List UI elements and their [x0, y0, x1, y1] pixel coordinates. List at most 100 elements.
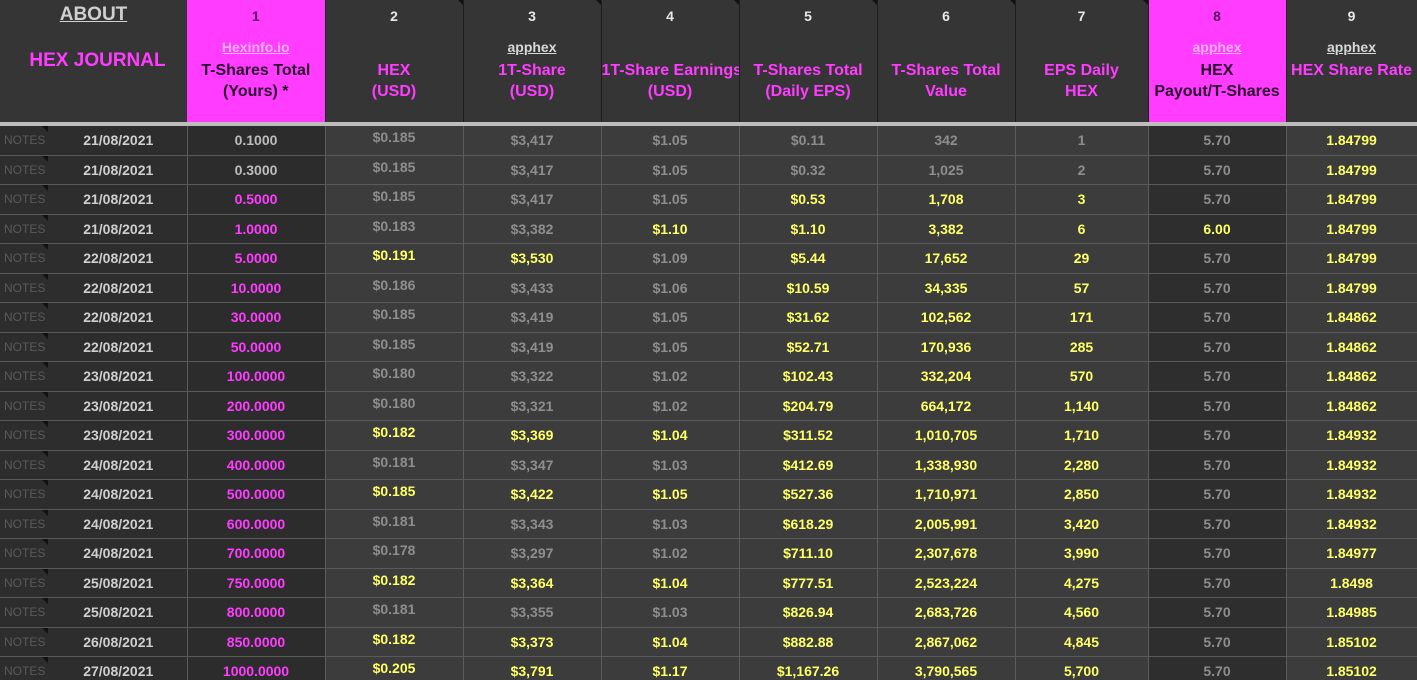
t-share-earnings-cell[interactable]: $1.04	[601, 568, 740, 598]
daily-eps-cell[interactable]: $102.43	[739, 361, 878, 392]
eps-daily-hex-cell[interactable]: 171	[1015, 302, 1149, 333]
t-share-earnings-cell[interactable]: $1.10	[601, 214, 740, 244]
t-share-earnings-cell[interactable]: $1.04	[601, 420, 740, 451]
t-share-earnings-cell[interactable]: $1.02	[601, 361, 740, 392]
t-shares-cell[interactable]: 850.0000	[187, 627, 326, 657]
total-value-cell[interactable]: 3,382	[877, 214, 1016, 244]
daily-eps-cell[interactable]: $0.53	[739, 184, 878, 215]
t-share-usd-cell[interactable]: $3,417	[463, 155, 602, 185]
t-shares-cell[interactable]: 1000.0000	[187, 656, 326, 680]
t-shares-cell[interactable]: 400.0000	[187, 450, 326, 480]
column-source-link[interactable]: apphex	[1192, 39, 1242, 55]
date-cell[interactable]: 25/08/2021	[50, 597, 188, 628]
daily-eps-cell[interactable]: $5.44	[739, 243, 878, 274]
column-source-link[interactable]: apphex	[507, 39, 557, 55]
notes-cell[interactable]: NOTES	[0, 450, 50, 480]
share-rate-cell[interactable]: 1.84862	[1286, 332, 1417, 362]
eps-daily-hex-cell[interactable]: 5,700	[1015, 656, 1149, 680]
total-value-cell[interactable]: 664,172	[877, 391, 1016, 421]
daily-eps-cell[interactable]: $311.52	[739, 420, 878, 451]
date-cell[interactable]: 24/08/2021	[50, 509, 188, 539]
t-share-earnings-cell[interactable]: $1.05	[601, 126, 740, 156]
daily-eps-cell[interactable]: $412.69	[739, 450, 878, 480]
t-share-usd-cell[interactable]: $3,417	[463, 184, 602, 215]
total-value-cell[interactable]: 1,710,971	[877, 479, 1016, 510]
notes-cell[interactable]: NOTES	[0, 479, 50, 510]
column-header-1[interactable]: 1 Hexinfo.io T-Shares Total (Yours) *	[187, 0, 326, 122]
date-cell[interactable]: 21/08/2021	[50, 184, 188, 215]
hex-usd-cell[interactable]: $0.178	[325, 538, 464, 569]
daily-eps-cell[interactable]: $31.62	[739, 302, 878, 333]
column-header-3[interactable]: 3 apphex 1T-Share (USD)	[463, 0, 602, 122]
t-shares-cell[interactable]: 1.0000	[187, 214, 326, 244]
hex-usd-cell[interactable]: $0.181	[325, 509, 464, 539]
eps-daily-hex-cell[interactable]: 1	[1015, 126, 1149, 156]
t-share-usd-cell[interactable]: $3,297	[463, 538, 602, 569]
total-value-cell[interactable]: 1,338,930	[877, 450, 1016, 480]
column-source-link[interactable]: apphex	[1326, 39, 1376, 55]
eps-daily-hex-cell[interactable]: 2,850	[1015, 479, 1149, 510]
t-share-usd-cell[interactable]: $3,347	[463, 450, 602, 480]
t-share-earnings-cell[interactable]: $1.05	[601, 302, 740, 333]
total-value-cell[interactable]: 102,562	[877, 302, 1016, 333]
payout-cell[interactable]: 5.70	[1148, 273, 1287, 303]
payout-cell[interactable]: 5.70	[1148, 391, 1287, 421]
t-share-usd-cell[interactable]: $3,419	[463, 332, 602, 362]
payout-cell[interactable]: 5.70	[1148, 627, 1287, 657]
column-source-link[interactable]: Hexinfo.io	[221, 39, 290, 55]
notes-cell[interactable]: NOTES	[0, 302, 50, 333]
total-value-cell[interactable]: 17,652	[877, 243, 1016, 274]
hex-usd-cell[interactable]: $0.181	[325, 597, 464, 628]
total-value-cell[interactable]: 332,204	[877, 361, 1016, 392]
t-shares-cell[interactable]: 700.0000	[187, 538, 326, 569]
share-rate-cell[interactable]: 1.85102	[1286, 656, 1417, 680]
t-share-earnings-cell[interactable]: $1.04	[601, 627, 740, 657]
daily-eps-cell[interactable]: $204.79	[739, 391, 878, 421]
date-cell[interactable]: 25/08/2021	[50, 568, 188, 598]
t-share-usd-cell[interactable]: $3,343	[463, 509, 602, 539]
share-rate-cell[interactable]: 1.84799	[1286, 214, 1417, 244]
t-share-earnings-cell[interactable]: $1.05	[601, 155, 740, 185]
column-header-6[interactable]: 6 T-Shares Total Value	[877, 0, 1016, 122]
share-rate-cell[interactable]: 1.8498	[1286, 568, 1417, 598]
t-shares-cell[interactable]: 750.0000	[187, 568, 326, 598]
payout-cell[interactable]: 5.70	[1148, 184, 1287, 215]
date-cell[interactable]: 22/08/2021	[50, 332, 188, 362]
t-share-earnings-cell[interactable]: $1.02	[601, 538, 740, 569]
t-shares-cell[interactable]: 200.0000	[187, 391, 326, 421]
payout-cell[interactable]: 5.70	[1148, 302, 1287, 333]
notes-cell[interactable]: NOTES	[0, 568, 50, 598]
daily-eps-cell[interactable]: $1,167.26	[739, 656, 878, 680]
hex-usd-cell[interactable]: $0.185	[325, 332, 464, 362]
notes-cell[interactable]: NOTES	[0, 273, 50, 303]
column-header-2[interactable]: 2 HEX (USD)	[325, 0, 464, 122]
total-value-cell[interactable]: 1,708	[877, 184, 1016, 215]
column-header-5[interactable]: 5 T-Shares Total (Daily EPS)	[739, 0, 878, 122]
total-value-cell[interactable]: 170,936	[877, 332, 1016, 362]
total-value-cell[interactable]: 2,683,726	[877, 597, 1016, 628]
payout-cell[interactable]: 5.70	[1148, 568, 1287, 598]
t-share-earnings-cell[interactable]: $1.05	[601, 184, 740, 215]
eps-daily-hex-cell[interactable]: 570	[1015, 361, 1149, 392]
daily-eps-cell[interactable]: $10.59	[739, 273, 878, 303]
hex-usd-cell[interactable]: $0.180	[325, 391, 464, 421]
share-rate-cell[interactable]: 1.84932	[1286, 509, 1417, 539]
t-share-usd-cell[interactable]: $3,373	[463, 627, 602, 657]
t-share-earnings-cell[interactable]: $1.09	[601, 243, 740, 274]
share-rate-cell[interactable]: 1.84799	[1286, 184, 1417, 215]
date-cell[interactable]: 23/08/2021	[50, 391, 188, 421]
daily-eps-cell[interactable]: $1.10	[739, 214, 878, 244]
t-shares-cell[interactable]: 10.0000	[187, 273, 326, 303]
share-rate-cell[interactable]: 1.84977	[1286, 538, 1417, 569]
hex-usd-cell[interactable]: $0.182	[325, 627, 464, 657]
t-share-earnings-cell[interactable]: $1.17	[601, 656, 740, 680]
date-cell[interactable]: 23/08/2021	[50, 361, 188, 392]
notes-cell[interactable]: NOTES	[0, 184, 50, 215]
hex-usd-cell[interactable]: $0.182	[325, 568, 464, 598]
t-shares-cell[interactable]: 600.0000	[187, 509, 326, 539]
total-value-cell[interactable]: 2,005,991	[877, 509, 1016, 539]
payout-cell[interactable]: 5.70	[1148, 243, 1287, 274]
notes-cell[interactable]: NOTES	[0, 361, 50, 392]
t-share-usd-cell[interactable]: $3,422	[463, 479, 602, 510]
eps-daily-hex-cell[interactable]: 3,990	[1015, 538, 1149, 569]
